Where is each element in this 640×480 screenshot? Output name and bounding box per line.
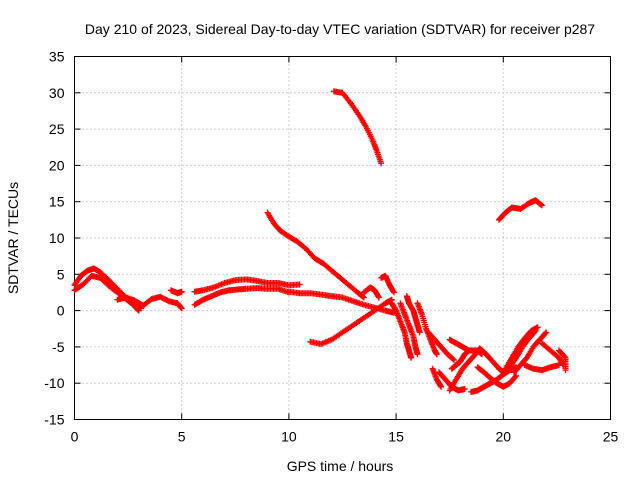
series-track-k [360, 284, 382, 301]
data-point [414, 351, 421, 358]
series-track-h [264, 209, 367, 301]
series-track-j [330, 88, 385, 167]
x-tick-label: 15 [388, 429, 404, 445]
data-point [534, 324, 541, 331]
data-point [542, 330, 549, 337]
data-point [385, 279, 392, 286]
series-track-ae [496, 197, 545, 223]
data-point [408, 354, 415, 361]
series-track-z [511, 329, 550, 376]
y-tick-label: -15 [44, 412, 64, 428]
data-point [178, 288, 185, 295]
x-tick-label: 5 [178, 429, 186, 445]
data-point [375, 294, 382, 301]
x-axis-label: GPS time / hours [287, 458, 394, 474]
x-tick-label: 10 [281, 429, 297, 445]
data-point [134, 306, 141, 313]
series-track-i [307, 296, 395, 347]
data-point [390, 288, 397, 295]
data-point [391, 289, 397, 296]
series-track-v [446, 345, 490, 394]
y-tick-label: 35 [49, 49, 65, 65]
chart-title: Day 210 of 2023, Sidereal Day-to-day VTE… [85, 21, 595, 37]
axis-ticks: 0 5 10 15 20 25 -15 -10 -5 0 5 10 15 20 25 30 35 [44, 49, 618, 445]
series-track-l [378, 272, 397, 296]
data-point [538, 202, 545, 209]
x-tick-label: 20 [496, 429, 512, 445]
y-tick-label: -10 [44, 375, 64, 391]
series-track-f [191, 285, 292, 308]
data-point [451, 357, 457, 363]
data-point [466, 347, 472, 354]
series-track-e [191, 276, 303, 295]
y-tick-label: 20 [49, 157, 65, 173]
y-tick-label: 0 [57, 303, 65, 319]
series-track-q [425, 329, 457, 363]
series-track-p [414, 300, 440, 358]
data-point [512, 374, 519, 380]
data-series [71, 88, 569, 395]
data-point [513, 372, 520, 379]
data-point [561, 353, 568, 360]
y-tick-label: 30 [49, 85, 65, 101]
x-tick-label: 0 [71, 429, 79, 445]
data-point [416, 329, 423, 336]
data-point [135, 307, 142, 314]
data-point [378, 160, 385, 167]
data-point [450, 356, 457, 363]
data-point [178, 305, 185, 312]
series-track-s [429, 365, 445, 390]
series-track-n [397, 300, 421, 358]
series-track-ab [521, 362, 562, 374]
data-point [360, 293, 366, 300]
y-tick-label: 15 [49, 194, 65, 210]
series-track-aa [502, 324, 541, 372]
data-point [438, 383, 445, 390]
data-point [543, 329, 550, 336]
data-point [360, 294, 367, 301]
series-track-x [474, 364, 520, 390]
series-track-c [114, 293, 185, 312]
y-tick-label: 25 [49, 121, 65, 137]
data-point [562, 367, 569, 374]
y-tick-label: 5 [57, 266, 65, 282]
series-track-g [285, 288, 397, 316]
series-track-ad [556, 347, 569, 374]
data-point [433, 351, 440, 358]
y-axis-label: SDTVAR / TECUs [5, 182, 21, 294]
series-track-ac [538, 340, 567, 369]
data-point [538, 201, 544, 208]
series-track-d [168, 287, 185, 297]
x-tick-label: 25 [603, 429, 619, 445]
data-point [461, 386, 468, 392]
y-tick-label: 10 [49, 230, 65, 246]
series-track-o [403, 293, 423, 336]
data-point [296, 281, 303, 288]
series-track-u [448, 347, 472, 372]
series-track-m [388, 300, 415, 361]
y-tick-label: -5 [52, 339, 65, 355]
